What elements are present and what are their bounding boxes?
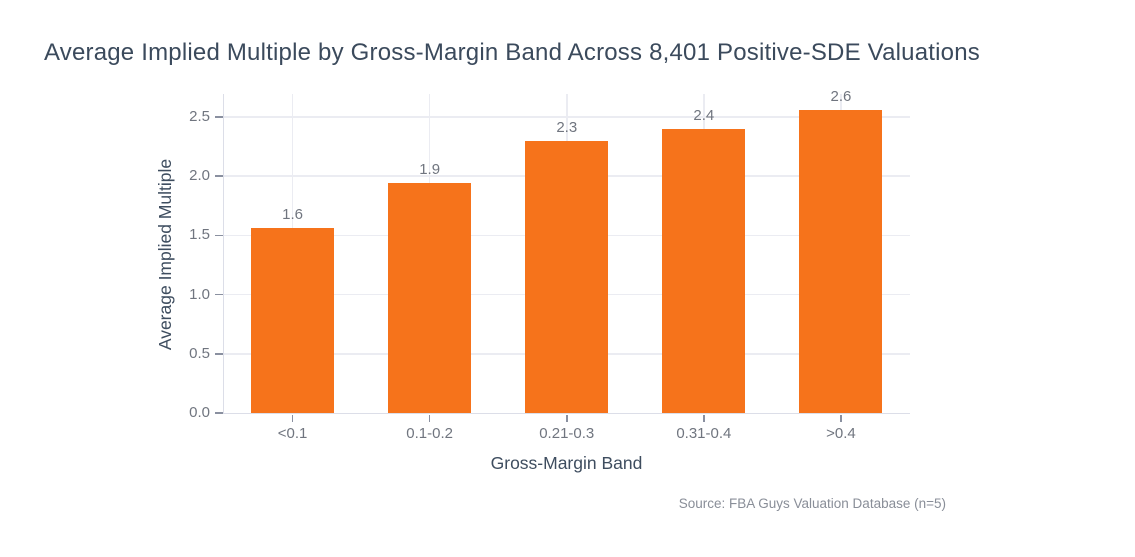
- bar: [662, 128, 746, 413]
- bar-value-label: 2.6: [830, 87, 852, 105]
- bar-value-label: 2.3: [556, 118, 578, 136]
- bar-value-label: 1.9: [419, 161, 441, 179]
- chart-title: Average Implied Multiple by Gross-Margin…: [44, 39, 980, 66]
- x-axis-label: Gross-Margin Band: [490, 453, 643, 473]
- y-tick-label: 2.0: [189, 167, 210, 185]
- plot-area: 0.0 0.5 1.0 1.5 2.0 2.5 1.6 <0.1 1.9 0.1-0.2 2.3 0.…: [189, 88, 910, 442]
- x-tick-label: 0.31-0.4: [676, 425, 732, 442]
- x-tick-mark: [703, 414, 705, 422]
- y-tick-mark: [214, 412, 223, 414]
- y-tick-label: 1.5: [189, 226, 210, 244]
- x-tick-label: 0.21-0.3: [539, 425, 595, 442]
- bar: [525, 140, 609, 413]
- x-tick-label: >0.4: [826, 425, 856, 442]
- bar: [799, 109, 883, 413]
- x-tick-label: 0.1-0.2: [406, 425, 453, 442]
- y-tick-mark: [214, 234, 223, 237]
- x-tick-mark: [428, 414, 431, 422]
- x-tick-mark: [291, 414, 294, 422]
- y-axis-label: Average Implied Multiple: [156, 94, 176, 414]
- bar: [251, 228, 335, 413]
- y-tick-label: 0.0: [189, 404, 210, 421]
- y-tick-mark: [214, 353, 223, 355]
- bar-value-label: 2.4: [693, 106, 715, 124]
- y-tick-mark: [214, 116, 223, 118]
- y-tick-mark: [214, 175, 223, 177]
- y-tick-mark: [214, 293, 223, 296]
- y-tick-label: 2.5: [189, 108, 210, 125]
- x-tick-label: <0.1: [277, 425, 308, 442]
- y-tick-label: 1.0: [189, 285, 210, 303]
- bar: [388, 183, 472, 413]
- y-tick-label: 0.5: [189, 344, 210, 362]
- bar-value-label: 1.6: [282, 206, 303, 224]
- x-tick-mark: [840, 414, 842, 422]
- y-axis-label-text: Average Implied Multiple: [155, 158, 176, 350]
- source-note: Source: FBA Guys Valuation Database (n=5…: [678, 496, 946, 511]
- x-tick-mark: [566, 414, 568, 422]
